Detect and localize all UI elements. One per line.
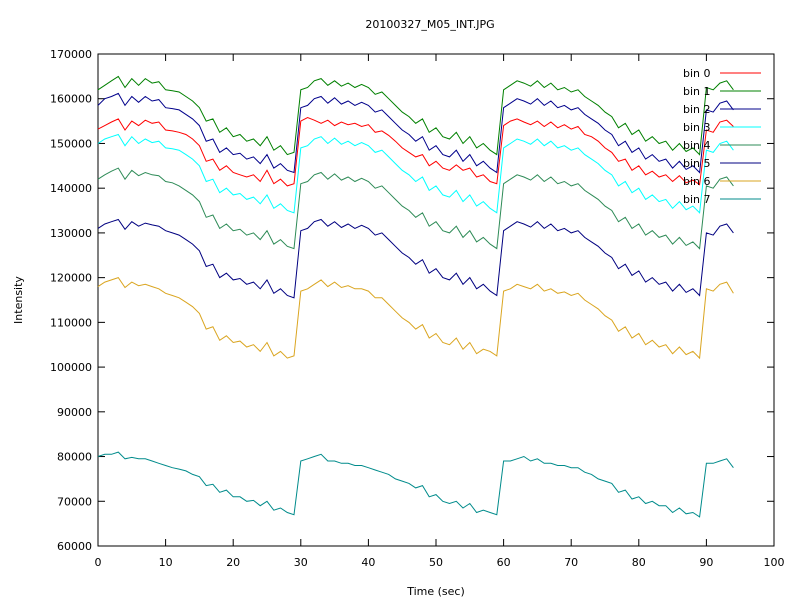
y-tick-label: 140000 <box>50 182 92 195</box>
legend-label-bin-6: bin 6 <box>683 175 711 188</box>
y-tick-label: 120000 <box>50 272 92 285</box>
x-tick-label: 90 <box>699 556 713 569</box>
legend-label-bin-2: bin 2 <box>683 103 711 116</box>
y-tick-label: 160000 <box>50 93 92 106</box>
x-tick-label: 100 <box>764 556 785 569</box>
x-tick-label: 40 <box>361 556 375 569</box>
series-line-bin-2 <box>97 92 734 174</box>
legend-label-bin-0: bin 0 <box>683 67 711 80</box>
series-line-bin-1 <box>97 75 734 156</box>
legend-label-bin-1: bin 1 <box>683 85 711 98</box>
y-tick-label: 70000 <box>57 495 92 508</box>
legend-label-bin-7: bin 7 <box>683 193 711 206</box>
series-lines <box>97 75 734 518</box>
axes: 0 10 20 30 40 50 60 70 80 90 100 60000 70000 80000 900… <box>50 48 785 569</box>
y-axis-label: Intensity <box>12 276 25 324</box>
x-tick-label: 50 <box>429 556 443 569</box>
y-tick-label: 130000 <box>50 227 92 240</box>
y-tick-label: 150000 <box>50 137 92 150</box>
y-tick-label: 90000 <box>57 406 92 419</box>
chart-title: 20100327_M05_INT.JPG <box>365 18 494 31</box>
legend: bin 0 bin 1 bin 2 bin 3 bin 4 bin 5 bin 6 bin 7 <box>683 67 761 206</box>
series-line-bin-4 <box>97 167 734 250</box>
y-tick-label: 170000 <box>50 48 92 61</box>
x-tick-label: 10 <box>159 556 173 569</box>
x-tick-label: 0 <box>95 556 102 569</box>
x-tick-label: 70 <box>564 556 578 569</box>
series-line-bin-6 <box>97 277 734 360</box>
y-tick-label: 100000 <box>50 361 92 374</box>
x-axis-label: Time (sec) <box>406 585 465 598</box>
legend-label-bin-4: bin 4 <box>683 139 711 152</box>
x-tick-label: 30 <box>294 556 308 569</box>
series-line-bin-7 <box>97 451 734 518</box>
x-tick-label: 20 <box>226 556 240 569</box>
legend-label-bin-3: bin 3 <box>683 121 711 134</box>
y-tick-label: 60000 <box>57 540 92 553</box>
x-tick-label: 60 <box>497 556 511 569</box>
legend-label-bin-5: bin 5 <box>683 157 711 170</box>
y-tick-label: 110000 <box>50 316 92 329</box>
x-tick-label: 80 <box>632 556 646 569</box>
series-line-bin-3 <box>97 133 734 214</box>
series-line-bin-0 <box>97 116 734 187</box>
series-line-bin-5 <box>97 218 734 299</box>
y-tick-label: 80000 <box>57 451 92 464</box>
